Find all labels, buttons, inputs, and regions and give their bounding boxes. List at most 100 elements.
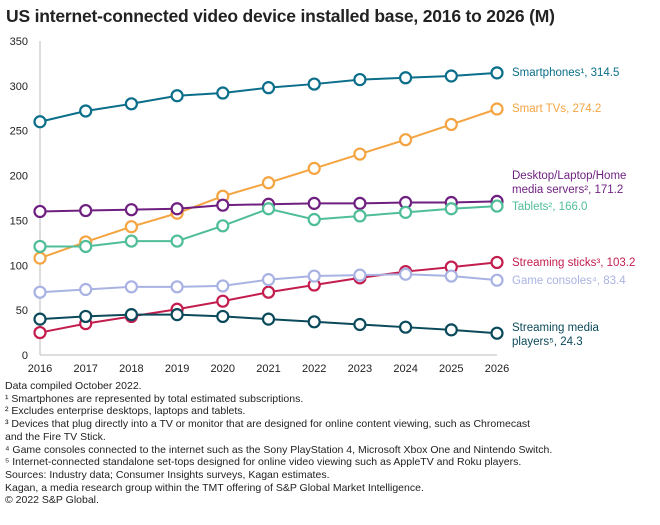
- data-point: [444, 117, 458, 132]
- data-point: [353, 268, 367, 282]
- series-label: Streaming sticks³, 103.2: [512, 257, 636, 269]
- data-point: [33, 285, 47, 299]
- footnotes: Data compiled October 2022. ¹ Smartphones…: [5, 380, 552, 507]
- series-label: Smartphones¹, 314.5: [512, 67, 620, 79]
- data-point: [307, 161, 321, 175]
- footnote: Data compiled October 2022.: [5, 380, 142, 392]
- data-point: [170, 202, 184, 216]
- y-tick-label: 350: [10, 36, 28, 48]
- data-point: [444, 69, 458, 83]
- footnote: © 2022 S&P Global.: [5, 494, 99, 507]
- data-point: [124, 220, 138, 234]
- data-point: [33, 325, 47, 340]
- y-tick-label: 200: [10, 171, 28, 183]
- data-point: [216, 294, 230, 308]
- data-point: [170, 89, 184, 103]
- x-tick-label: 2017: [73, 363, 97, 375]
- data-point: [216, 86, 230, 100]
- series-name: Smartphones¹: [512, 67, 585, 79]
- data-point: [261, 285, 276, 299]
- data-point: [216, 279, 230, 293]
- data-point: [490, 255, 504, 270]
- data-point: [353, 72, 367, 87]
- series-label: Streaming media players⁵, 24.3: [512, 322, 599, 348]
- footnote: ³ Devices that plug directly into a TV o…: [5, 418, 531, 431]
- y-tick-label: 250: [10, 126, 28, 138]
- x-tick-label: 2026: [485, 363, 509, 375]
- series-name: Desktop/Laptop/Home media servers²: [512, 170, 627, 196]
- footnote: Kagan, a media research group within the…: [5, 481, 424, 494]
- line-chart: 0 50 100 150 200 250 300 350 2016 2017 2018 2019 202…: [10, 36, 510, 375]
- data-point: [353, 147, 367, 161]
- data-point: [124, 97, 138, 111]
- data-point: [307, 315, 321, 329]
- data-point: [79, 104, 93, 118]
- x-tick-label: 2020: [211, 363, 235, 375]
- series-label: Tablets², 166.0: [512, 201, 588, 213]
- data-point: [33, 115, 47, 129]
- data-point: [216, 198, 230, 212]
- data-point: [490, 199, 504, 213]
- series-name: Smart TVs: [512, 103, 567, 115]
- series-end-value: 171.2: [594, 184, 624, 196]
- series-label: Game consoles⁴, 83.4: [512, 275, 626, 287]
- series-name: Game consoles⁴: [512, 275, 597, 287]
- data-point: [170, 280, 184, 294]
- data-point: [490, 326, 504, 340]
- footnote: ⁴ Game consoles connected to the interne…: [5, 443, 553, 456]
- data-point: [124, 280, 138, 294]
- data-point: [353, 209, 367, 223]
- series-end-value: 103.2: [606, 257, 636, 269]
- data-point: [444, 269, 458, 283]
- data-point: [79, 239, 93, 254]
- series-name: Tablets²: [512, 201, 553, 213]
- series-label: Smart TVs, 274.2: [512, 103, 602, 115]
- series-label: Desktop/Laptop/Home media servers², 171.…: [512, 170, 627, 196]
- x-tick-label: 2023: [348, 363, 372, 375]
- x-tick-label: 2022: [302, 363, 326, 375]
- x-tick-label: 2019: [165, 363, 189, 375]
- data-point: [399, 71, 413, 85]
- data-point: [124, 308, 138, 322]
- series-name: Streaming sticks³: [512, 257, 601, 269]
- x-tick-label: 2016: [28, 363, 52, 375]
- data-point: [124, 234, 138, 248]
- footnote: ¹ Smartphones are represented by total e…: [5, 392, 304, 405]
- footnote: Sources: Industry data; Consumer Insight…: [5, 468, 330, 481]
- series-end-value: 83.4: [603, 275, 626, 287]
- data-point: [490, 102, 504, 116]
- data-point: [353, 196, 367, 210]
- data-point: [33, 239, 47, 254]
- x-tick-label: 2024: [393, 363, 417, 375]
- data-point: [399, 320, 413, 334]
- footnote: and the Fire TV Stick.: [5, 430, 106, 443]
- y-tick-label: 50: [16, 305, 28, 317]
- data-point: [261, 273, 276, 287]
- data-point: [261, 202, 276, 216]
- data-point: [399, 267, 413, 281]
- series-name: Streaming media players⁵: [512, 322, 599, 348]
- data-point: [170, 234, 184, 248]
- data-point: [399, 133, 413, 147]
- series-end-value: 274.2: [572, 103, 602, 115]
- footnote: ² Excludes enterprise desktops, laptops …: [5, 405, 246, 418]
- data-point: [353, 317, 367, 332]
- series-line: [39, 71, 498, 123]
- data-point: [33, 312, 47, 326]
- data-point: [33, 204, 47, 219]
- chart-title: US internet-connected video device insta…: [6, 6, 555, 26]
- y-tick-label: 150: [10, 215, 28, 227]
- data-point: [444, 323, 458, 337]
- y-tick-label: 0: [22, 350, 28, 362]
- series-end-value: 314.5: [590, 67, 620, 79]
- y-tick-label: 100: [10, 260, 28, 272]
- data-point: [490, 273, 504, 287]
- data-point: [170, 308, 184, 322]
- data-point: [216, 219, 230, 233]
- data-point: [307, 196, 321, 210]
- data-point: [79, 203, 93, 218]
- data-point: [124, 203, 138, 217]
- data-point: [444, 202, 458, 216]
- data-point: [216, 309, 230, 324]
- x-tick-label: 2021: [256, 363, 280, 375]
